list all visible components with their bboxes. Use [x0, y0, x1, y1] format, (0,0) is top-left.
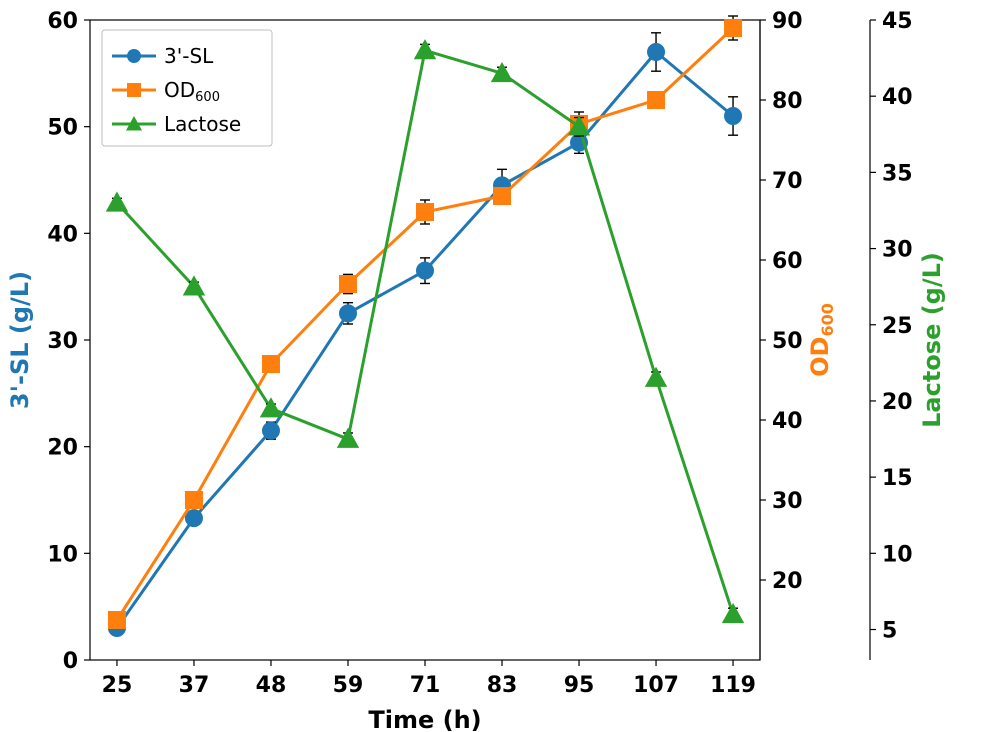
svg-text:60: 60 — [772, 249, 803, 274]
svg-text:95: 95 — [564, 673, 595, 698]
svg-text:71: 71 — [410, 673, 441, 698]
svg-text:30: 30 — [882, 238, 913, 263]
svg-text:10: 10 — [882, 542, 913, 567]
chart-svg: 25 37 48 59 71 83 95 107 119 Time (h) 0 10 20 30 40 50 6… — [0, 0, 1000, 732]
svg-text:25: 25 — [882, 314, 913, 339]
svg-text:30: 30 — [47, 329, 78, 354]
x-axis-label-rendered: Time (h) — [368, 706, 481, 732]
svg-text:20: 20 — [47, 436, 78, 461]
svg-text:40: 40 — [772, 409, 803, 434]
svg-text:5: 5 — [882, 619, 897, 644]
svg-text:48: 48 — [256, 673, 287, 698]
svg-text:90: 90 — [772, 9, 803, 34]
svg-text:50: 50 — [772, 329, 803, 354]
svg-text:119: 119 — [710, 673, 756, 698]
svg-text:Lactose: Lactose — [164, 112, 241, 136]
svg-text:107: 107 — [633, 673, 679, 698]
svg-text:50: 50 — [47, 116, 78, 141]
svg-text:37: 37 — [179, 673, 210, 698]
svg-text:30: 30 — [772, 489, 803, 514]
svg-text:60: 60 — [47, 9, 78, 34]
svg-text:3'-SL (g/L): 3'-SL (g/L) — [6, 271, 34, 409]
svg-text:Lactose (g/L): Lactose (g/L) — [918, 252, 946, 428]
svg-text:0: 0 — [63, 649, 78, 674]
svg-text:45: 45 — [882, 9, 913, 34]
chart-container: 25 37 48 59 71 83 95 107 119 Time (h) 0 10 20 30 40 50 6… — [0, 0, 1000, 732]
svg-text:40: 40 — [882, 85, 913, 110]
svg-text:80: 80 — [772, 89, 803, 114]
svg-text:83: 83 — [487, 673, 518, 698]
svg-text:3'-SL: 3'-SL — [164, 44, 214, 68]
svg-text:20: 20 — [772, 569, 803, 594]
svg-text:25: 25 — [102, 673, 133, 698]
svg-text:20: 20 — [882, 390, 913, 415]
svg-text:70: 70 — [772, 169, 803, 194]
svg-text:35: 35 — [882, 161, 913, 186]
svg-text:59: 59 — [333, 673, 364, 698]
svg-text:10: 10 — [47, 542, 78, 567]
svg-text:40: 40 — [47, 222, 78, 247]
svg-text:15: 15 — [882, 466, 913, 491]
